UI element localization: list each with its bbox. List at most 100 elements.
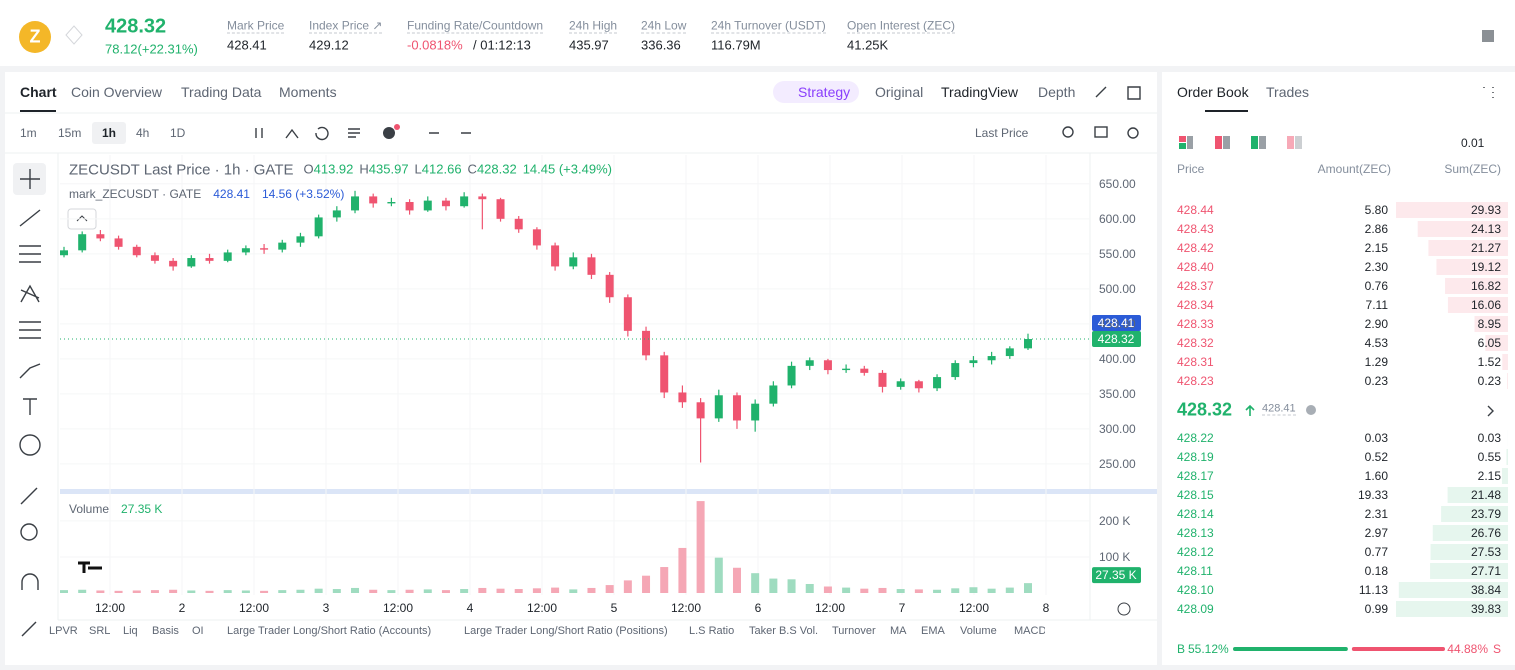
chart-tab[interactable]: Trading Data [181,84,262,100]
candle-body [132,246,141,256]
y-tick-label: 500.00 [1099,281,1136,296]
depth-bar [1507,373,1508,389]
volume-bar [769,578,778,593]
tool-icons[interactable] [19,86,1494,637]
view-tab[interactable]: Strategy [798,84,851,100]
indicator-tab[interactable]: EMA [921,625,945,637]
book-tab[interactable]: Trades [1266,84,1310,100]
book-price: 428.09 [1177,602,1214,616]
candle-body [551,245,560,267]
indicator-tab[interactable]: Liq [123,625,138,637]
depth-bar [1447,487,1508,503]
book-sum: 39.83 [1470,602,1501,616]
precision-select[interactable]: 0.01 [1461,136,1485,150]
interval[interactable]: 1h [102,126,117,140]
book-tab[interactable]: Order Book [1177,84,1249,100]
book-sum: 1.52 [1477,355,1501,369]
price-type-select[interactable]: Last Price [975,126,1029,140]
chart-tab[interactable]: Moments [279,84,337,100]
indicator-tab[interactable]: OI [192,625,204,637]
candle-body [78,234,87,251]
x-tick-label: 12:00 [814,601,846,615]
interval[interactable]: 1D [170,126,186,140]
indicator-tab[interactable]: Taker B.S Vol. [749,625,819,637]
book-last-price: 428.32 [1177,399,1233,420]
depth-bar [1474,316,1508,332]
candle-body [642,330,651,356]
volume-bar [732,567,741,593]
book-header: Amount(ZEC) [1317,162,1391,176]
indicator-tab[interactable]: Large Trader Long/Short Ratio (Positions… [464,625,668,637]
candle-body [933,377,942,389]
book-amount: 1.29 [1364,355,1388,369]
coin-symbol: Z [29,26,41,47]
chart-tab[interactable]: Coin Overview [71,84,163,100]
indicator-tab[interactable]: Turnover [832,625,876,637]
view-tab[interactable]: TradingView [941,84,1019,100]
book-header: Price [1177,162,1205,176]
book-price: 428.44 [1177,203,1214,217]
indicator-add[interactable] [383,127,395,139]
favorite-star[interactable] [65,25,83,45]
depth-bar [1432,525,1508,541]
x-tick-label: 7 [898,601,906,615]
volume-bar [205,590,214,593]
indicator-tab[interactable]: Large Trader Long/Short Ratio (Accounts) [227,625,432,637]
settings-icon[interactable] [1117,602,1131,616]
book-amount: 1.60 [1364,469,1388,483]
book-layout-icons[interactable] [1179,136,1302,149]
x-tick-label: 6 [754,601,762,615]
view-tab[interactable]: Depth [1038,84,1076,100]
book-price: 428.37 [1177,279,1214,293]
depth-bar [1417,221,1508,237]
depth-bar [1501,468,1508,484]
view-tab[interactable]: Original [875,84,924,100]
candle-body [769,385,778,404]
book-amount: 2.86 [1364,222,1388,236]
chart-tab[interactable]: Chart [20,84,57,100]
book-price: 428.11 [1177,564,1213,578]
volume-bar [514,589,523,593]
tv-logo [78,561,102,573]
indicator-tab[interactable]: L.S Ratio [689,625,735,637]
stat-label: 24h Low [641,18,687,34]
last-price-badge-bg [1092,331,1141,348]
stat-label: 24h Turnover (USDT) [711,18,826,34]
coin-logo [19,21,51,53]
collapse-icon [76,215,88,222]
indicator-tab[interactable]: SRL [89,625,111,637]
interval[interactable]: 4h [136,126,150,140]
x-tick-label: 3 [322,601,330,615]
candle-body [351,196,360,211]
buy-ratio: 55.12% [1188,642,1229,656]
book-amount: 5.80 [1364,203,1388,217]
interval[interactable]: 15m [58,126,82,140]
volume-bar [532,588,541,593]
candle-body [405,202,414,211]
volume-bar [369,589,378,593]
strategy-pill[interactable] [773,81,859,103]
stat-value: 116.79M [711,37,761,53]
ohlc-key: L [414,161,422,177]
depth-bar [1445,278,1508,294]
candle-body [460,196,469,207]
volume-bar [642,575,651,593]
settings-icon[interactable] [1482,30,1494,42]
candle-body [187,258,196,267]
interval[interactable]: 1m [20,126,37,140]
indicator-tab[interactable]: Basis [152,625,179,637]
depth-bar [1502,354,1508,370]
indicator-tab[interactable]: MACD [1014,625,1045,637]
book-price: 428.12 [1177,545,1214,559]
indicator-tab[interactable]: LPVR [49,625,78,637]
book-sum: 21.27 [1470,241,1501,255]
depth-bar [1396,601,1508,617]
indicator-tab[interactable]: Volume [960,625,997,637]
volume-bar [460,589,469,593]
volume-bar [587,587,596,593]
candle-body [1005,348,1014,357]
candle-body [787,365,796,386]
book-price: 428.32 [1177,336,1214,350]
volume-bar [496,588,505,593]
indicator-tab[interactable]: MA [890,625,907,637]
